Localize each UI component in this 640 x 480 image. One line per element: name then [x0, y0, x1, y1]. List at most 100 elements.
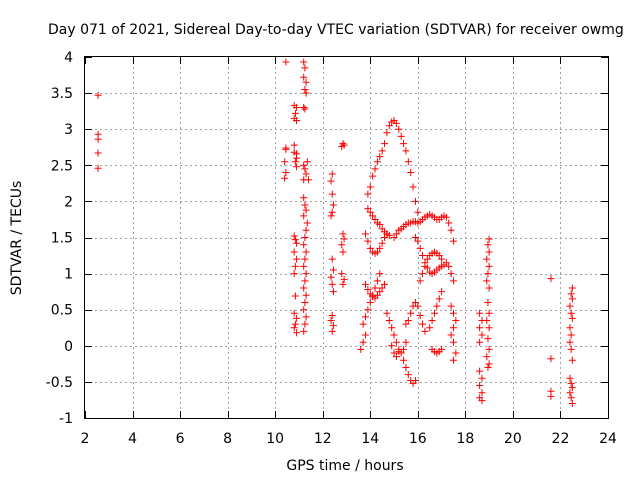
data-point	[290, 232, 298, 240]
data-point	[485, 248, 493, 256]
data-point	[301, 165, 309, 173]
data-point	[381, 140, 389, 148]
x-tick-label: 8	[223, 431, 232, 447]
y-tick-label: -0.5	[46, 375, 73, 391]
data-point	[390, 234, 398, 241]
data-point	[364, 285, 372, 293]
data-point	[484, 241, 492, 249]
data-point	[302, 291, 310, 299]
data-point	[414, 208, 422, 216]
data-point	[300, 306, 308, 314]
data-point	[390, 331, 398, 339]
data-point	[378, 147, 386, 155]
data-point	[328, 311, 336, 319]
y-tick-label: 0	[64, 339, 73, 355]
data-point	[383, 129, 391, 137]
data-point	[291, 320, 299, 328]
data-point	[359, 338, 367, 346]
data-point	[476, 309, 484, 317]
data-point	[449, 356, 457, 364]
data-point	[300, 262, 308, 270]
y-tick-label: 3.5	[51, 86, 73, 102]
data-point	[484, 363, 492, 371]
data-point	[290, 141, 298, 149]
data-point	[290, 309, 298, 317]
data-point	[362, 280, 370, 288]
data-point	[402, 320, 410, 328]
data-point	[304, 176, 312, 184]
data-point	[411, 197, 419, 205]
data-point	[449, 324, 457, 332]
data-point	[567, 394, 575, 402]
data-point	[400, 356, 408, 364]
data-point	[485, 284, 493, 292]
data-point	[568, 284, 576, 292]
y-tick-label: 2.5	[51, 158, 73, 174]
data-point	[478, 397, 486, 405]
data-point	[301, 85, 309, 93]
data-point	[392, 338, 400, 346]
data-point	[300, 73, 308, 81]
data-point	[392, 119, 400, 127]
data-point	[547, 355, 555, 363]
data-point	[402, 338, 410, 346]
data-point	[293, 239, 301, 247]
data-point	[291, 292, 299, 300]
data-point	[371, 284, 379, 292]
data-point	[478, 331, 486, 339]
data-point	[340, 275, 348, 283]
data-point	[566, 324, 574, 332]
x-tick-label: 22	[552, 431, 570, 447]
data-point	[426, 324, 434, 332]
data-point	[300, 212, 308, 220]
data-point	[376, 221, 384, 229]
data-point	[449, 309, 457, 317]
data-point	[392, 230, 400, 238]
data-point	[568, 384, 576, 392]
data-point	[566, 389, 574, 397]
data-point	[291, 109, 299, 117]
data-point	[301, 64, 309, 72]
data-point	[419, 270, 427, 278]
data-point	[483, 353, 491, 361]
x-tick-label: 14	[361, 431, 379, 447]
data-point	[567, 331, 575, 339]
data-point	[485, 345, 493, 353]
data-point	[485, 324, 493, 332]
data-point	[327, 273, 335, 281]
data-point	[423, 255, 431, 263]
data-point	[290, 248, 298, 256]
data-point	[359, 320, 367, 328]
data-point	[340, 235, 348, 243]
data-point	[366, 298, 374, 306]
data-point	[485, 235, 493, 243]
data-point	[293, 117, 301, 125]
data-point	[402, 147, 410, 155]
chart-title: Day 071 of 2021, Sidereal Day-to-day VTE…	[48, 22, 624, 38]
data-point	[94, 164, 102, 172]
data-point	[373, 158, 381, 166]
data-point	[476, 367, 484, 375]
data-point	[433, 302, 441, 310]
data-point	[411, 234, 419, 241]
y-axis-title: SDTVAR / TECUs	[9, 181, 25, 296]
data-point	[302, 78, 310, 86]
data-point	[445, 219, 453, 227]
data-point	[94, 149, 102, 157]
data-point	[478, 389, 486, 397]
data-point	[369, 172, 377, 180]
data-point	[293, 104, 301, 112]
x-tick-label: 16	[409, 431, 427, 447]
data-point	[338, 241, 346, 249]
data-point	[484, 270, 492, 278]
data-point	[566, 302, 574, 310]
data-point	[282, 58, 290, 66]
data-point	[369, 212, 377, 220]
data-point	[329, 266, 337, 274]
data-point	[328, 327, 336, 335]
data-point	[449, 237, 457, 245]
x-tick-label: 24	[599, 431, 617, 447]
data-point	[485, 309, 493, 317]
axis-ticks: 2 4 6 8 10 12 14 16 18 20 22 24-1-0.500.511.522.533…	[46, 50, 617, 447]
data-point	[414, 302, 422, 310]
